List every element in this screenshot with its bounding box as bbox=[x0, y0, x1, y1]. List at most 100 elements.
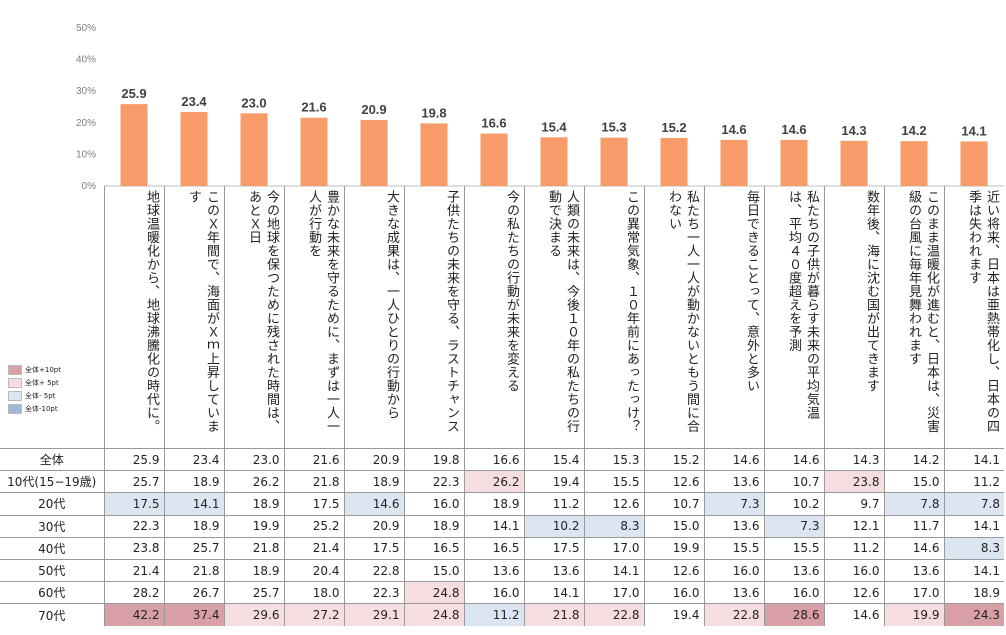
table-cell: 23.0 bbox=[223, 447, 284, 471]
table-cell: 14.1 bbox=[463, 514, 524, 538]
legend-item-minus5: 全体- 5pt bbox=[8, 389, 98, 402]
table-cell: 17.0 bbox=[583, 581, 644, 604]
table-cell: 25.2 bbox=[283, 514, 344, 538]
table-cell: 12.6 bbox=[643, 558, 704, 582]
bar-value-label: 23.0 bbox=[241, 95, 266, 110]
table-cell: 14.6 bbox=[763, 447, 824, 471]
bar bbox=[660, 137, 688, 186]
table-cell: 26.2 bbox=[463, 470, 524, 493]
row-label: 40代 bbox=[0, 536, 104, 560]
table-cell: 18.9 bbox=[223, 558, 284, 582]
table-cell: 42.2 bbox=[103, 603, 164, 626]
table-cell: 19.9 bbox=[643, 536, 704, 560]
table-cell: 14.1 bbox=[943, 514, 1004, 538]
table-cell: 24.3 bbox=[943, 603, 1004, 626]
table-cell: 15.0 bbox=[883, 470, 944, 493]
row-label: 全体 bbox=[0, 447, 104, 471]
table-cell: 12.6 bbox=[823, 581, 884, 604]
table-cell: 11.2 bbox=[463, 603, 524, 626]
bar bbox=[420, 123, 448, 186]
table-cell: 16.0 bbox=[463, 581, 524, 604]
table-cell: 20.4 bbox=[283, 558, 344, 582]
table-cell: 14.6 bbox=[823, 603, 884, 626]
table-row: 30代 22.3 18.9 19.9 25.2 20.9 18.9 14.1 10.2 8.3 15… bbox=[0, 514, 1004, 538]
table-cell: 18.9 bbox=[463, 492, 524, 516]
table-cell: 13.6 bbox=[463, 558, 524, 582]
bar-value-label: 23.4 bbox=[181, 94, 207, 109]
table-cell: 14.6 bbox=[883, 536, 944, 560]
table-cell: 10.2 bbox=[523, 514, 584, 538]
category-column bbox=[224, 186, 285, 448]
bar-value-label: 21.6 bbox=[301, 100, 326, 115]
category-column bbox=[164, 186, 225, 448]
legend-swatch-minus5 bbox=[8, 390, 22, 401]
table-cell: 21.8 bbox=[163, 558, 224, 582]
table-cell: 15.0 bbox=[643, 514, 704, 538]
category-label: 近い将来、日本は亜熱帯化し、日本の四季は失われます bbox=[966, 190, 999, 433]
table-cell: 26.7 bbox=[163, 581, 224, 604]
bar-value-label: 14.1 bbox=[961, 123, 986, 138]
category-column bbox=[824, 186, 885, 448]
category-label: このまま温暖化が進むと、日本は、災害級の台風に毎年見舞われます bbox=[906, 190, 939, 433]
bar bbox=[480, 133, 508, 186]
table-cell: 17.5 bbox=[523, 536, 584, 560]
table-cell: 19.4 bbox=[523, 470, 584, 493]
table-cell: 13.6 bbox=[703, 581, 764, 604]
category-label: この異常気象、１０年前にあったっけ？ bbox=[624, 190, 639, 433]
table-cell: 11.2 bbox=[943, 470, 1004, 493]
table-row: 20代 17.5 14.1 18.9 17.5 14.6 16.0 18.9 11.2 12.6 1… bbox=[0, 492, 1004, 516]
bar-value-label: 14.3 bbox=[841, 123, 866, 138]
category-column bbox=[404, 186, 465, 448]
table-cell: 16.0 bbox=[703, 558, 764, 582]
bar-value-label: 15.4 bbox=[541, 119, 567, 134]
legend: 全体+10pt 全体+ 5pt 全体- 5pt 全体-10pt bbox=[8, 363, 98, 415]
table-cell: 12.1 bbox=[823, 514, 884, 538]
table-cell: 10.2 bbox=[763, 492, 824, 516]
table-cell: 14.3 bbox=[823, 447, 884, 471]
bar bbox=[900, 141, 928, 186]
table-cell: 11.2 bbox=[523, 492, 584, 516]
table-cell: 25.7 bbox=[223, 581, 284, 604]
table-cell: 20.9 bbox=[343, 447, 404, 471]
table-cell: 25.9 bbox=[103, 447, 164, 471]
table-cell: 22.8 bbox=[703, 603, 764, 626]
table-cell: 14.1 bbox=[523, 581, 584, 604]
legend-swatch-plus5 bbox=[8, 377, 22, 388]
category-label: 私たちの子供が暮らす未来の平均気温は、平均４０度超えを予測 bbox=[786, 190, 819, 420]
table-cell: 24.8 bbox=[403, 581, 464, 604]
table-cell: 13.6 bbox=[763, 558, 824, 582]
bar bbox=[180, 112, 208, 186]
table-cell: 13.6 bbox=[703, 470, 764, 493]
legend-item-plus10: 全体+10pt bbox=[8, 363, 98, 376]
bar bbox=[960, 141, 988, 186]
table-cell: 8.3 bbox=[943, 536, 1004, 560]
table-cell: 21.8 bbox=[523, 603, 584, 626]
category-label: 数年後、海に沈む国が出てきます bbox=[864, 190, 879, 393]
legend-item-plus5: 全体+ 5pt bbox=[8, 376, 98, 389]
table-row: 60代 28.2 26.7 25.7 18.0 22.3 24.8 16.0 14.1 17.0 1… bbox=[0, 581, 1004, 604]
table-row: 70代 42.2 37.4 29.6 27.2 29.1 24.8 11.2 21.8 22.8 1… bbox=[0, 603, 1004, 626]
table-cell: 25.7 bbox=[163, 536, 224, 560]
category-column bbox=[644, 186, 705, 448]
bar bbox=[360, 119, 388, 186]
bar bbox=[120, 104, 148, 186]
category-label: 子供たちの未来を守る、ラストチャンス bbox=[444, 190, 459, 433]
table-cell: 11.2 bbox=[823, 536, 884, 560]
row-label: 30代 bbox=[0, 514, 104, 538]
table-cell: 37.4 bbox=[163, 603, 224, 626]
table-cell: 13.6 bbox=[703, 514, 764, 538]
table-row: 40代 23.8 25.7 21.8 21.4 17.5 16.5 16.5 17.5 17.0 1… bbox=[0, 536, 1004, 560]
category-label: 今の私たちの行動が未来を変える bbox=[504, 190, 519, 393]
table-cell: 15.5 bbox=[703, 536, 764, 560]
table-cell: 19.9 bbox=[883, 603, 944, 626]
row-label: 50代 bbox=[0, 558, 104, 582]
table-cell: 21.4 bbox=[103, 558, 164, 582]
category-label: 豊かな未来を守るために、まずは一人一人が行動を bbox=[306, 190, 339, 433]
table-cell: 7.8 bbox=[883, 492, 944, 516]
table-cell: 24.8 bbox=[403, 603, 464, 626]
data-table: 全体 25.9 23.4 23.0 21.6 20.9 19.8 16.6 15.4 15.3 15… bbox=[0, 447, 1004, 626]
table-cell: 20.9 bbox=[343, 514, 404, 538]
table-cell: 17.5 bbox=[103, 492, 164, 516]
table-cell: 14.6 bbox=[703, 447, 764, 471]
bar-value-label: 14.6 bbox=[781, 122, 806, 137]
